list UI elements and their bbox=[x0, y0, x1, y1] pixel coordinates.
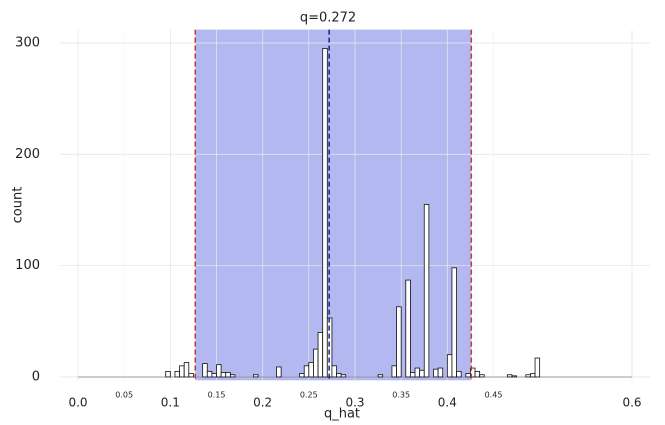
x-tick-label: 0.3 bbox=[345, 396, 364, 410]
bar bbox=[525, 374, 531, 378]
bar bbox=[409, 372, 416, 378]
x-tick-label: 0.4 bbox=[438, 396, 457, 410]
y-tick-label: 300 bbox=[15, 35, 40, 50]
chart-title: q=0.272 bbox=[300, 11, 356, 26]
bar bbox=[414, 367, 421, 378]
bar bbox=[211, 373, 217, 378]
bar bbox=[437, 367, 444, 378]
x-axis-label: q_hat bbox=[324, 407, 360, 422]
bar bbox=[340, 374, 347, 378]
bar bbox=[202, 363, 208, 378]
bar bbox=[446, 354, 453, 378]
bar bbox=[479, 374, 485, 378]
bar bbox=[433, 368, 439, 378]
x-tick-label: 0.0 bbox=[68, 396, 87, 410]
y-tick-label: 100 bbox=[15, 258, 40, 273]
bar bbox=[451, 267, 457, 378]
bar bbox=[336, 373, 342, 378]
bar bbox=[506, 374, 513, 378]
x-minor-tick-label: 0.05 bbox=[115, 391, 133, 400]
bar bbox=[511, 375, 517, 378]
bar bbox=[179, 365, 185, 378]
bar bbox=[308, 362, 314, 378]
bar bbox=[391, 365, 397, 378]
bar bbox=[465, 373, 471, 378]
bar bbox=[174, 370, 180, 378]
y-tick-label: 0 bbox=[32, 369, 40, 384]
x-minor-tick-label: 0.25 bbox=[300, 391, 318, 400]
bar bbox=[530, 373, 536, 378]
y-axis-label: count bbox=[11, 187, 26, 224]
bar bbox=[253, 374, 259, 378]
bar bbox=[396, 306, 402, 378]
bar bbox=[303, 365, 310, 378]
x-minor-tick-label: 0.45 bbox=[485, 391, 503, 400]
bar bbox=[377, 374, 384, 378]
x-minor-tick-label: 0.35 bbox=[392, 391, 410, 400]
bar bbox=[322, 48, 328, 378]
bar bbox=[220, 372, 227, 378]
bar bbox=[216, 364, 222, 378]
bar bbox=[165, 370, 171, 378]
bar bbox=[225, 372, 231, 378]
bar bbox=[474, 370, 481, 378]
x-tick-label: 0.6 bbox=[622, 396, 641, 410]
bar bbox=[313, 348, 319, 378]
bar bbox=[188, 373, 194, 378]
x-minor-tick-label: 0.15 bbox=[208, 391, 226, 400]
bar bbox=[206, 370, 213, 378]
bar bbox=[456, 370, 462, 378]
interval-band bbox=[195, 29, 472, 381]
bar bbox=[276, 366, 282, 378]
bar bbox=[331, 365, 337, 378]
bar bbox=[419, 369, 425, 378]
bar bbox=[229, 374, 236, 378]
bar bbox=[423, 203, 430, 378]
bar bbox=[534, 357, 541, 378]
bar bbox=[183, 362, 190, 378]
bar bbox=[405, 279, 411, 378]
bar bbox=[317, 332, 324, 378]
y-tick-label: 200 bbox=[15, 147, 40, 162]
x-tick-label: 0.2 bbox=[253, 396, 272, 410]
x-tick-label: 0.1 bbox=[161, 396, 180, 410]
bar bbox=[299, 373, 305, 378]
